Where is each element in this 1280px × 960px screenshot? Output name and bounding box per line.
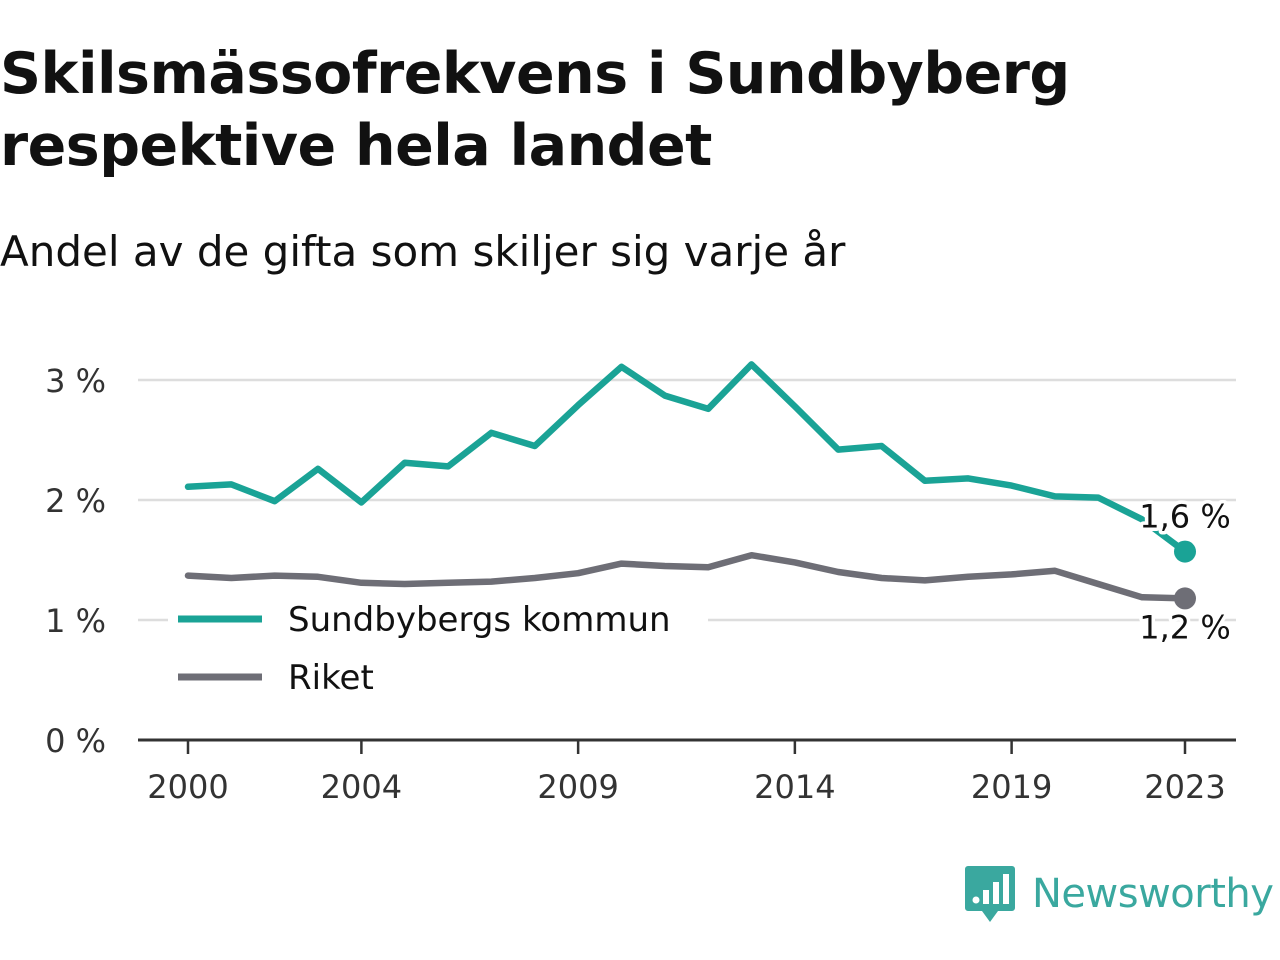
y-tick-label: 2 %: [45, 482, 106, 520]
y-axis-tick-labels: 0 % 1 % 2 % 3 %: [45, 362, 106, 760]
series-lines: [184, 361, 1189, 602]
y-tick-label: 3 %: [45, 362, 106, 400]
x-axis: 2000 2004 2009 2014 2019 2023: [138, 738, 1236, 806]
newsworthy-logo-icon: [965, 866, 1015, 922]
series-line-riket: [184, 551, 1189, 602]
y-tick-label: 0 %: [45, 722, 106, 760]
y-tick-label: 1 %: [45, 602, 106, 640]
x-tick-label: 2019: [971, 768, 1052, 806]
series-end-markers: 1,6 % 1,2 %: [1136, 494, 1234, 650]
x-tick-label: 2023: [1144, 768, 1225, 806]
chart-title: Skilsmässofrekvens i Sundbyberg respekti…: [0, 41, 1070, 179]
legend: Sundbybergs kommun Riket: [168, 594, 708, 706]
brand-name: Newsworthy: [1032, 871, 1274, 917]
end-value-label: 1,2 %: [1139, 608, 1230, 646]
x-tick-label: 2004: [321, 768, 402, 806]
series-line-sundbybergs-kommun: [184, 361, 1189, 555]
legend-label-riket: Riket: [288, 658, 374, 698]
end-point-marker: [1174, 587, 1196, 610]
legend-label-sundbybergs-kommun: Sundbybergs kommun: [288, 600, 671, 640]
x-tick-label: 2000: [147, 768, 228, 806]
end-value-label: 1,6 %: [1139, 498, 1230, 536]
end-point-marker: [1174, 540, 1196, 563]
x-tick-label: 2014: [754, 768, 835, 806]
newsworthy-brand: Newsworthy: [964, 862, 1274, 926]
chart-subtitle: Andel av de gifta som skiljer sig varje …: [0, 227, 846, 276]
x-tick-label: 2009: [537, 768, 618, 806]
legend-background: [168, 594, 708, 706]
